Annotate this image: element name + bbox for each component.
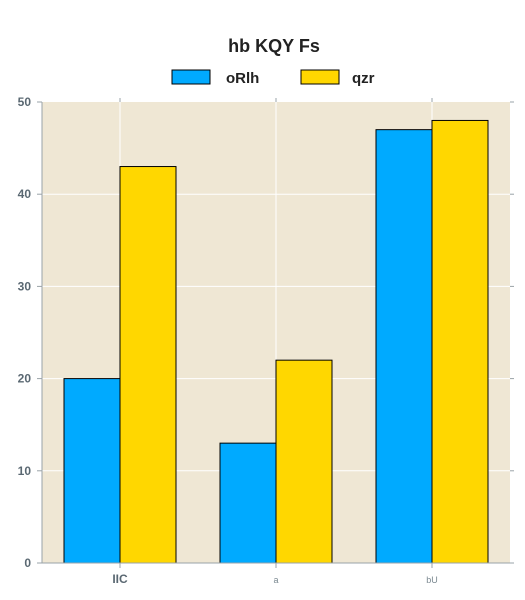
bar-oRlh-IIC <box>63 378 121 564</box>
y-tick-label: 40 <box>18 187 32 201</box>
legend-swatch-oRlh <box>171 69 211 85</box>
legend-swatch-qzr <box>300 69 340 85</box>
x-tick-label: a <box>273 575 278 585</box>
bar-qzr-IIC <box>119 166 177 564</box>
bar-qzr-a <box>275 359 333 564</box>
x-tick-label: bU <box>426 575 438 585</box>
legend-label-oRlh: oRlh <box>226 70 259 87</box>
x-axis-ticks: IIC a bU <box>112 572 437 586</box>
bar-qzr-bU <box>431 119 489 564</box>
y-tick-label: 10 <box>18 464 32 478</box>
y-tick-label: 30 <box>18 279 32 293</box>
x-tick-label: IIC <box>112 572 128 586</box>
legend: oRlh qzr <box>171 69 375 87</box>
bar-oRlh-bU <box>375 129 433 564</box>
y-tick-label: 20 <box>18 372 32 386</box>
y-tick-label: 0 <box>24 556 31 570</box>
bar-oRlh-a <box>219 442 277 564</box>
y-axis-ticks: 0 10 20 30 40 50 <box>18 95 32 570</box>
y-tick-label: 50 <box>18 95 32 109</box>
chart-title: hb KQY Fs <box>228 36 320 56</box>
axes <box>37 98 514 568</box>
legend-label-qzr: qzr <box>352 70 375 87</box>
